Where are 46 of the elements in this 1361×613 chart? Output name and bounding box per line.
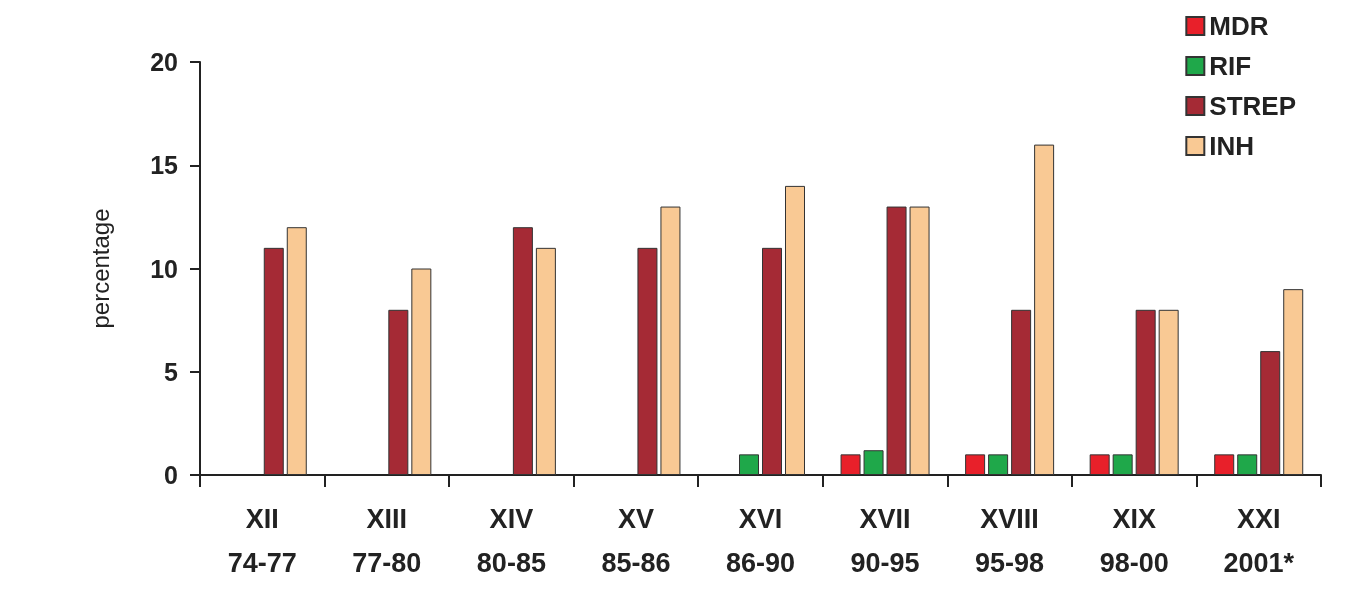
bar <box>739 454 759 475</box>
x-tick-label: XVI 86-90 <box>725 504 796 578</box>
legend-label: STREP <box>1209 91 1296 121</box>
bar <box>840 454 861 475</box>
bar <box>512 227 533 475</box>
bar <box>1158 309 1179 475</box>
bar <box>886 206 907 475</box>
bar <box>411 268 432 475</box>
bar <box>988 454 1009 475</box>
y-tick-label: 5 <box>164 357 179 386</box>
x-tick-label: XV 85-86 <box>601 504 671 578</box>
x-tick-label: XII 74-77 <box>227 504 297 578</box>
bar <box>1112 454 1133 475</box>
bar <box>1089 454 1110 475</box>
bar <box>1214 454 1235 475</box>
y-axis-title: percentage <box>86 208 114 329</box>
bar <box>1034 144 1055 475</box>
x-tick-label: XVII 90-95 <box>850 504 920 578</box>
y-tick-label: 20 <box>150 48 178 76</box>
bar <box>762 247 782 475</box>
bar <box>637 247 658 475</box>
bar <box>965 454 986 475</box>
bar <box>535 247 556 475</box>
bar <box>1283 289 1304 475</box>
bar <box>388 309 409 475</box>
legend-label: RIF <box>1209 51 1252 81</box>
bar <box>909 206 930 475</box>
y-tick-label: 10 <box>150 254 178 283</box>
x-tick-label: XIX 98-00 <box>1099 504 1169 578</box>
legend-label: MDR <box>1209 11 1269 41</box>
x-tick-label: XVIII 95-98 <box>975 504 1045 578</box>
bar <box>286 227 307 475</box>
x-tick-label: XXI 2001* <box>1223 504 1295 578</box>
bar <box>1260 351 1281 475</box>
bar <box>1011 309 1032 475</box>
bar <box>263 247 284 475</box>
legend-label: INH <box>1209 131 1255 161</box>
y-tick-label: 0 <box>164 461 178 489</box>
bar <box>660 206 681 475</box>
bar <box>785 185 805 475</box>
bar <box>1135 309 1156 475</box>
x-tick-label: XIV 80-85 <box>476 504 546 578</box>
x-tick-label: XIII 77-80 <box>352 504 422 578</box>
bar <box>863 450 884 475</box>
bar <box>1237 454 1258 475</box>
y-tick-label: 15 <box>150 151 179 180</box>
